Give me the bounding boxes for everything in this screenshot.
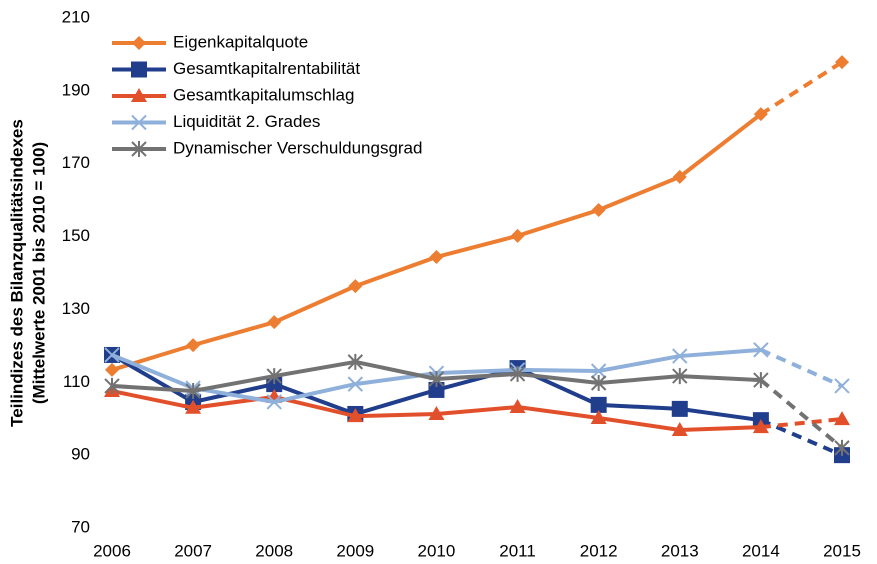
marker [509,365,526,382]
legend-label: Liquidität 2. Grades [173,112,320,131]
marker [671,400,688,417]
marker [105,362,119,377]
marker [428,381,445,398]
marker [428,405,445,420]
marker [104,347,120,363]
y-tick-label: 190 [62,80,90,99]
marker [131,61,147,78]
x-tick-label: 2014 [742,541,780,560]
marker [347,376,364,392]
marker [671,422,688,437]
marker [672,169,687,184]
marker [347,408,364,423]
y-axis-label: Teilindizes des Bilanzqualitätsindexes [7,119,26,427]
marker [131,88,147,102]
series-line [760,418,843,457]
y-tick-label: 110 [63,372,90,391]
marker [590,363,607,379]
marker [753,372,769,389]
marker [185,383,201,400]
marker [348,279,363,294]
series-line [760,348,843,388]
x-tick-label: 2008 [255,541,293,560]
x-tick-label: 2009 [336,541,374,560]
series-line [760,417,843,430]
legend-label: Eigenkapitalquote [173,32,308,51]
legend-label: Gesamtkapitalrentabilität [173,59,360,78]
legend-label: Dynamischer Verschuldungsgrad [173,138,422,157]
x-tick-label: 2012 [580,541,618,560]
marker [752,419,769,434]
y-tick-label: 210 [62,7,90,26]
marker [428,371,445,388]
marker [509,399,526,414]
marker [672,348,688,364]
x-tick-label: 2011 [499,541,536,560]
marker [590,375,607,392]
x-tick-label: 2007 [174,541,212,560]
y-tick-label: 130 [62,299,90,318]
marker [835,55,849,70]
legend-label: Gesamtkapitalumschlag [173,85,354,104]
x-tick-label: 2006 [93,541,131,560]
marker [186,338,201,353]
marker [347,353,364,370]
y-tick-label: 90 [71,445,90,464]
marker [834,439,850,456]
marker [266,368,282,385]
marker [267,315,282,330]
y-axis-label: (Mittelwerte 2001 bis 2010 = 100) [29,142,48,404]
marker [131,141,147,157]
x-tick-label: 2013 [661,541,699,560]
marker [266,394,282,410]
x-tick-label: 2015 [823,541,861,560]
marker [591,202,606,217]
marker [590,409,607,424]
series-line [759,60,844,116]
y-tick-label: 150 [62,226,90,245]
marker [834,411,850,426]
y-tick-label: 70 [71,517,90,536]
marker [185,399,202,414]
marker [672,368,688,385]
marker [429,249,444,264]
x-tick-label: 2010 [418,541,456,560]
marker [590,396,607,413]
marker [834,378,850,394]
marker [104,377,120,394]
marker [510,228,525,243]
marker [132,36,146,50]
marker [753,107,768,122]
series-line [759,378,844,450]
marker [753,342,769,358]
marker [131,114,147,131]
y-tick-label: 170 [62,153,90,172]
